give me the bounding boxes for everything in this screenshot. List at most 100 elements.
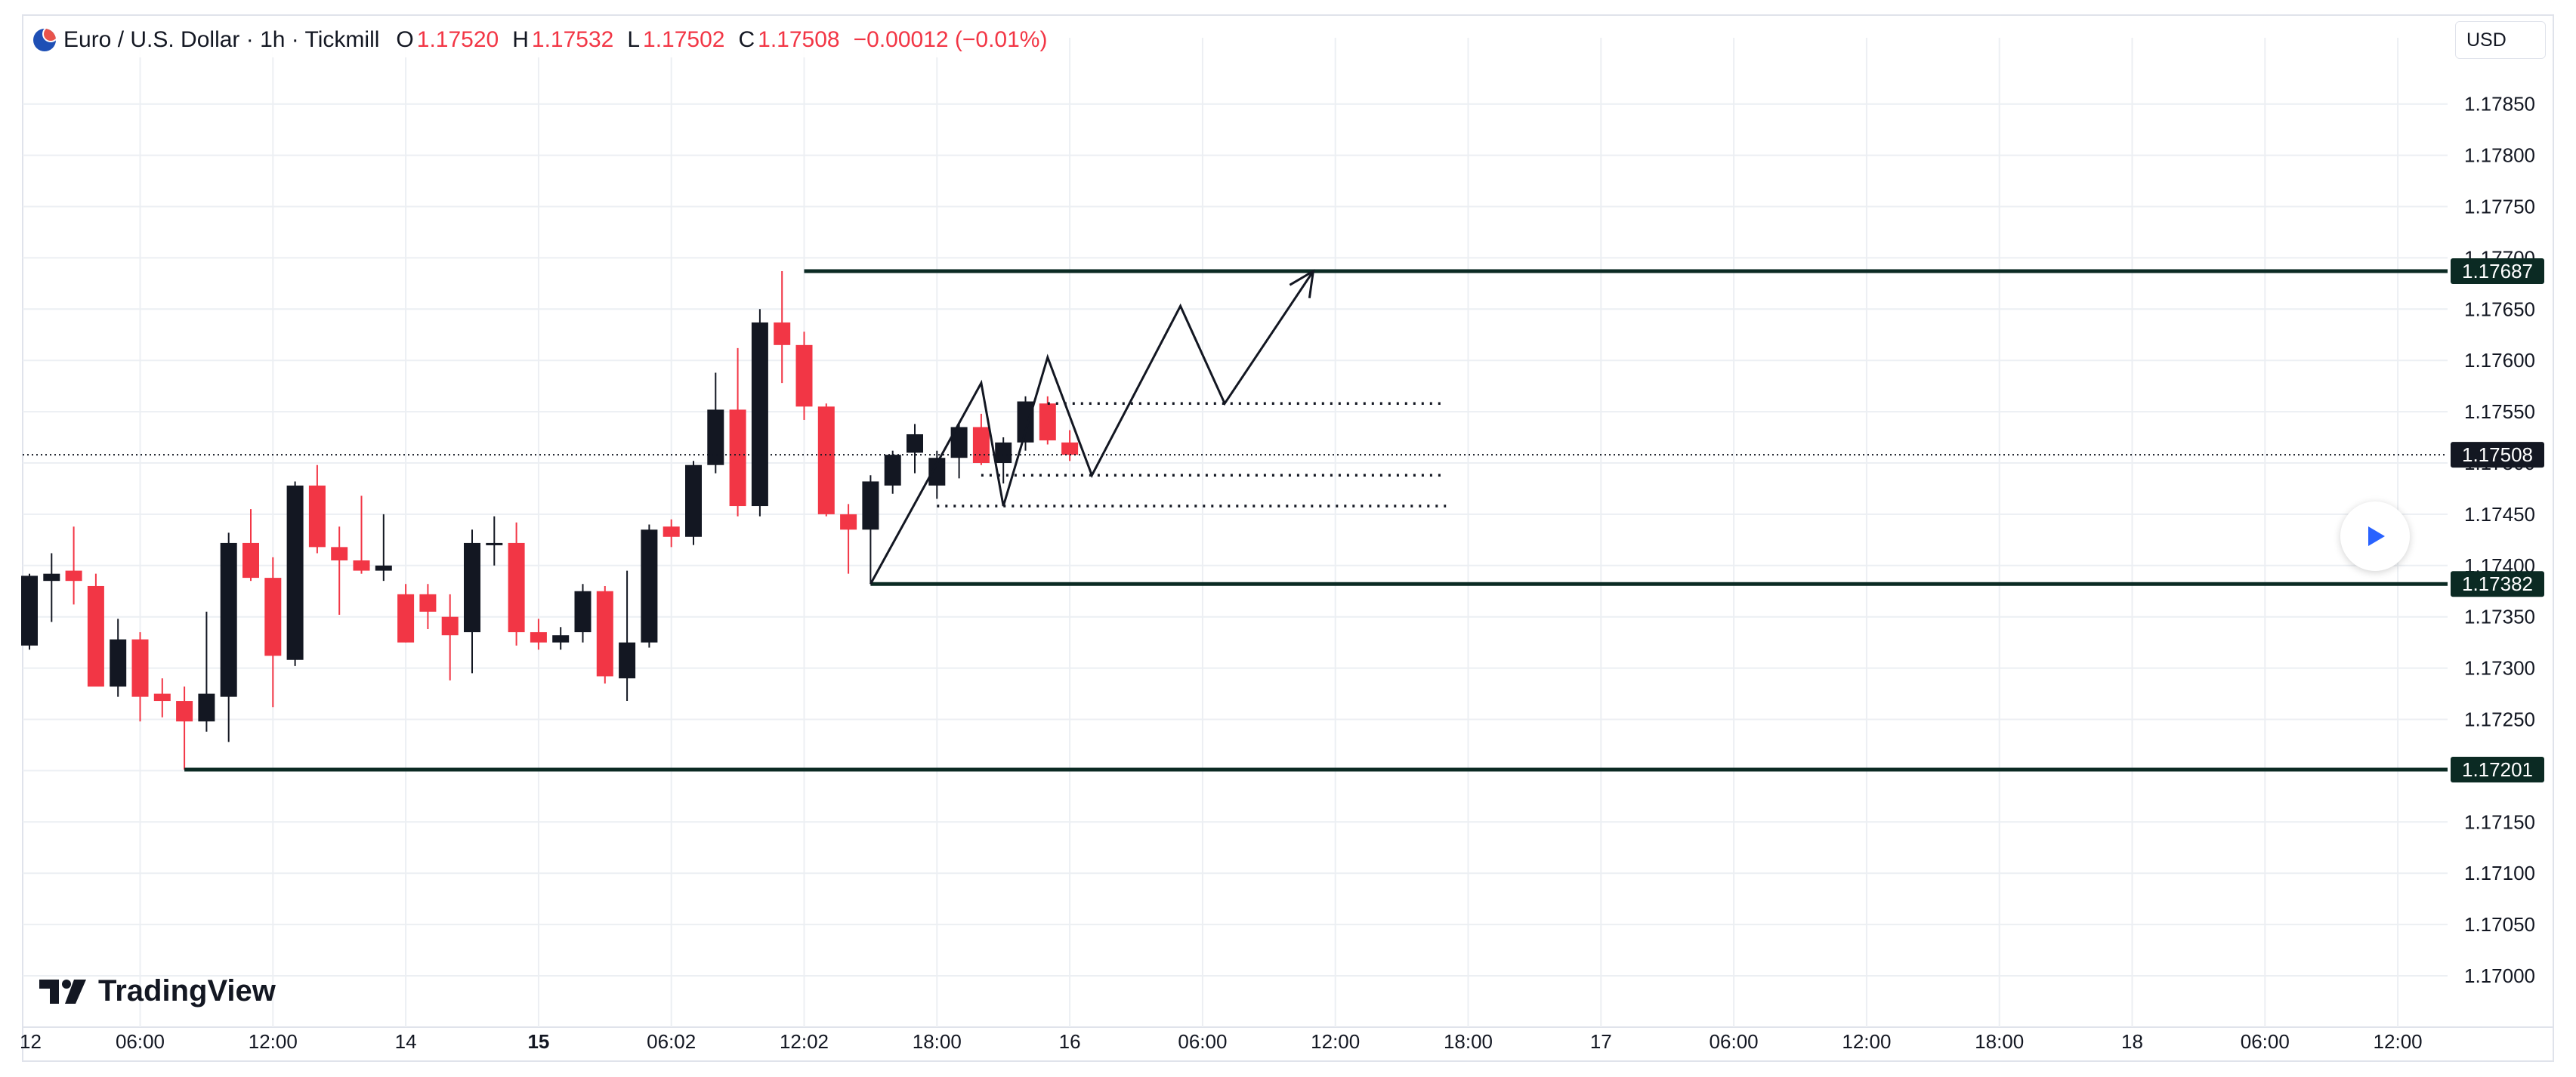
candle-body	[264, 578, 282, 656]
price-label: 1.17687	[2451, 258, 2544, 285]
candle[interactable]	[331, 526, 348, 615]
x-tick-label: 18	[2121, 1030, 2143, 1053]
candle[interactable]	[619, 570, 636, 702]
candle[interactable]	[950, 424, 968, 479]
y-tick-label: 1.17600	[2464, 349, 2535, 372]
tradingview-logo[interactable]: TradingView	[39, 974, 276, 1008]
candle[interactable]	[795, 332, 813, 420]
eurusd-flag-icon	[33, 29, 56, 51]
candle-body	[574, 591, 591, 633]
y-tick-label: 1.17000	[2464, 964, 2535, 987]
y-tick-label: 1.17550	[2464, 400, 2535, 423]
candle-body	[596, 591, 613, 677]
close-label: C	[738, 27, 755, 52]
candle[interactable]	[21, 573, 38, 650]
candle-body	[242, 542, 259, 579]
candle[interactable]	[198, 611, 215, 732]
candle[interactable]	[375, 514, 392, 582]
candle-body	[530, 632, 547, 643]
candle[interactable]	[884, 450, 901, 494]
y-tick-label: 1.17300	[2464, 657, 2535, 680]
y-tick-label: 1.17150	[2464, 810, 2535, 833]
y-tick-label: 1.17250	[2464, 708, 2535, 731]
candle-body	[43, 573, 60, 582]
y-tick-label: 1.17800	[2464, 144, 2535, 167]
candle[interactable]	[530, 619, 547, 650]
candle[interactable]	[574, 584, 591, 643]
candle-body	[353, 560, 370, 571]
candle[interactable]	[907, 424, 923, 474]
candle-body	[1017, 401, 1034, 443]
candle-body	[972, 427, 990, 463]
x-tick-label: 12:00	[2374, 1030, 2423, 1053]
candle[interactable]	[397, 584, 415, 643]
candle-body	[397, 594, 415, 643]
candle[interactable]	[508, 522, 525, 646]
candle[interactable]	[87, 573, 104, 687]
change-value: −0.00012 (−0.01%)	[853, 27, 1048, 52]
candle[interactable]	[840, 504, 857, 574]
candle[interactable]	[43, 553, 60, 622]
symbol-header: Euro / U.S. Dollar · 1h · Tickmill O 1.1…	[33, 23, 1061, 57]
candle[interactable]	[286, 481, 304, 666]
candle[interactable]	[419, 584, 437, 629]
projection-path[interactable]	[869, 270, 1314, 585]
candle[interactable]	[353, 495, 370, 574]
candle[interactable]	[751, 309, 768, 517]
symbol-title[interactable]: Euro / U.S. Dollar · 1h · Tickmill	[63, 27, 380, 52]
high-label: H	[512, 27, 529, 52]
candle[interactable]	[1061, 430, 1079, 461]
x-tick-label: 15	[527, 1030, 549, 1053]
candle[interactable]	[972, 413, 990, 465]
close-value: 1.17508	[758, 27, 840, 52]
candle[interactable]	[928, 450, 946, 499]
candle[interactable]	[464, 529, 480, 674]
candle[interactable]	[663, 519, 680, 548]
candle[interactable]	[308, 464, 326, 554]
x-tick-label: 18:00	[913, 1030, 962, 1053]
candle[interactable]	[552, 627, 570, 650]
candle[interactable]	[441, 594, 459, 680]
candle[interactable]	[65, 526, 82, 605]
x-tick-label: 14	[395, 1030, 417, 1053]
candle[interactable]	[729, 347, 746, 517]
candle[interactable]	[153, 678, 171, 717]
candle[interactable]	[862, 475, 879, 585]
candle-body	[65, 570, 82, 582]
currency-selector[interactable]: USD	[2455, 21, 2546, 59]
candle[interactable]	[995, 437, 1012, 484]
candle[interactable]	[707, 372, 724, 474]
x-tick-label: 12:00	[1311, 1030, 1360, 1053]
price-label-text: 1.17201	[2462, 758, 2533, 781]
candle[interactable]	[596, 585, 613, 684]
candle-body	[441, 616, 459, 636]
candle-body	[87, 585, 104, 687]
candle-body	[663, 526, 680, 537]
candle-body	[153, 693, 171, 702]
candle[interactable]	[1017, 396, 1034, 451]
tradingview-logo-text: TradingView	[98, 974, 276, 1008]
candle[interactable]	[817, 403, 835, 517]
candle[interactable]	[176, 687, 193, 770]
candle[interactable]	[774, 271, 791, 384]
candle-body	[817, 406, 835, 514]
x-tick-label: 12:00	[249, 1030, 298, 1053]
candle[interactable]	[486, 516, 503, 566]
candle[interactable]	[131, 632, 149, 722]
candle-body	[198, 693, 215, 722]
x-tick-label: 16	[1059, 1030, 1081, 1053]
price-label-text: 1.17508	[2462, 443, 2533, 466]
play-button[interactable]	[2340, 501, 2410, 571]
y-tick-label: 1.17100	[2464, 862, 2535, 884]
candle[interactable]	[264, 557, 282, 708]
play-icon	[2368, 526, 2385, 546]
candle[interactable]	[110, 619, 127, 697]
candle[interactable]	[685, 461, 702, 545]
price-label: 1.17508	[2451, 442, 2544, 468]
y-tick-label: 1.17850	[2464, 93, 2535, 116]
candle[interactable]	[641, 524, 658, 648]
candle[interactable]	[220, 532, 237, 742]
candle[interactable]	[242, 509, 259, 582]
low-label: L	[627, 27, 641, 52]
